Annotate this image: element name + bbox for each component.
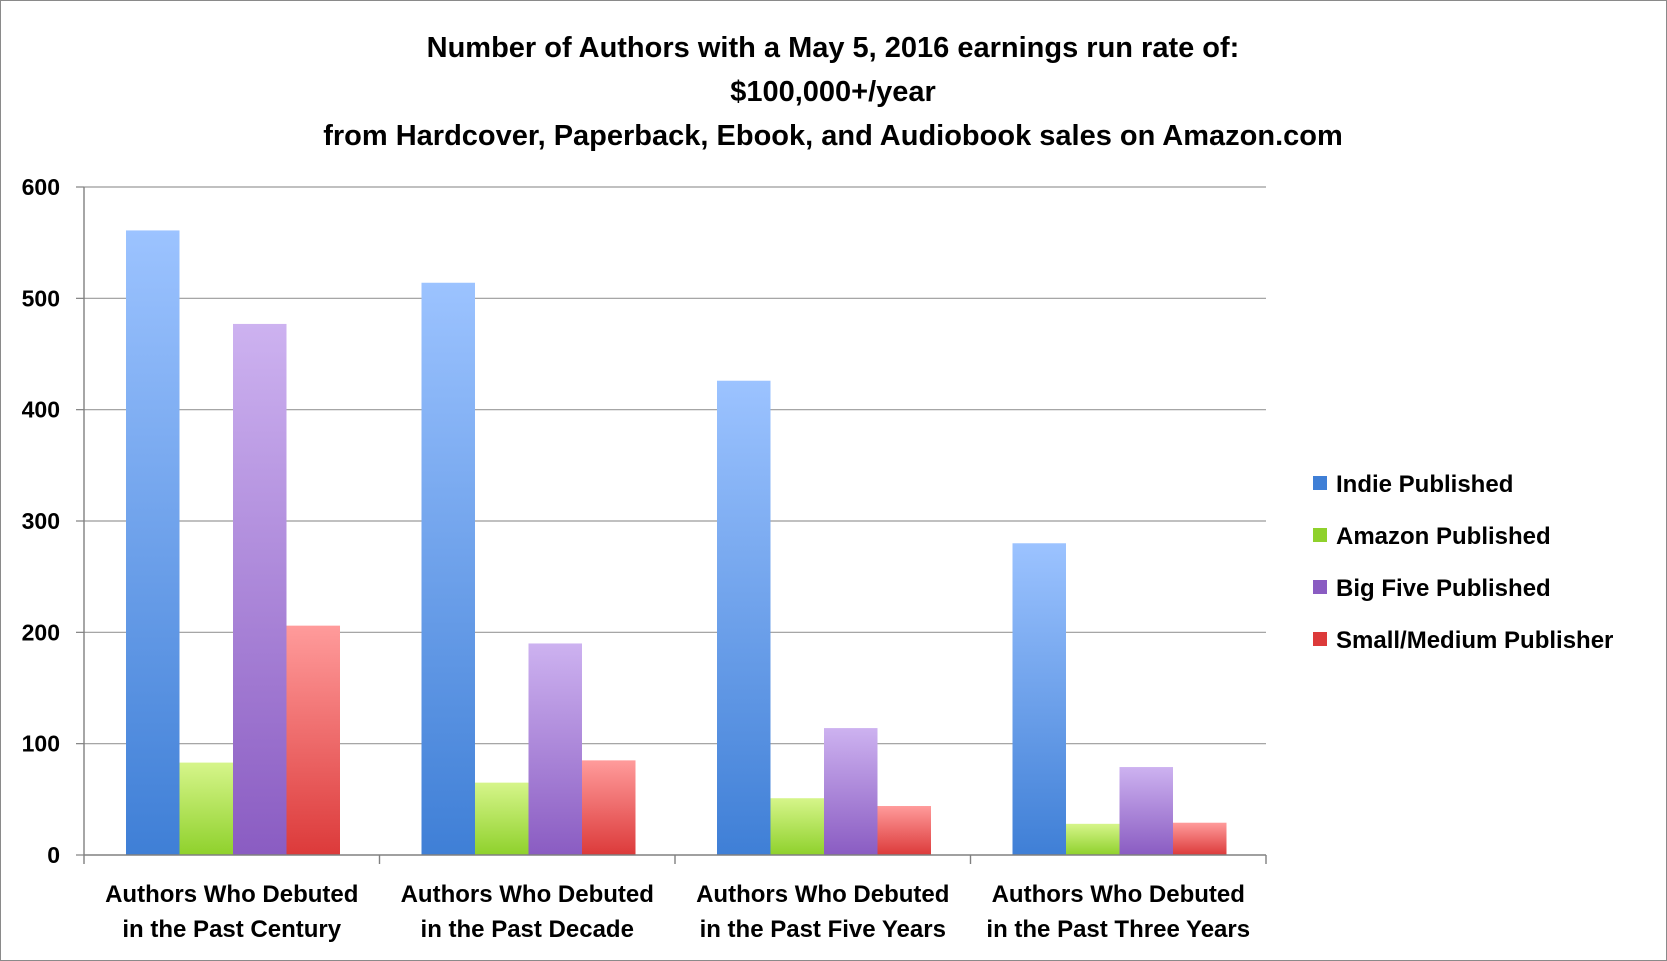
bars [126, 230, 1227, 856]
legend-label: Indie Published [1336, 471, 1513, 498]
bar-small-medium-publisher [582, 760, 636, 855]
bar-big-five-published [528, 643, 582, 855]
y-axis-ticks: 0 100 200 300 400 500 600 [22, 174, 84, 868]
bar-big-five-published [824, 728, 878, 855]
x-category-label: in the Past Five Years [700, 916, 946, 943]
axes [83, 187, 1267, 864]
legend-swatch [1313, 476, 1327, 490]
bar-big-five-published [233, 323, 287, 855]
y-tick-label: 0 [47, 842, 60, 868]
x-category-label: in the Past Decade [421, 916, 634, 943]
bar-indie-published [421, 282, 475, 855]
bar-indie-published [1012, 543, 1066, 855]
y-tick-label: 600 [22, 174, 60, 200]
chart-title: Number of Authors with a May 5, 2016 ear… [323, 32, 1343, 152]
title-line-1: Number of Authors with a May 5, 2016 ear… [427, 32, 1240, 64]
legend-swatch [1313, 632, 1327, 646]
bar-amazon-published [475, 782, 529, 855]
legend-label: Amazon Published [1336, 523, 1551, 550]
bar-amazon-published [770, 798, 824, 855]
x-category-label: Authors Who Debuted [696, 881, 949, 908]
legend: Indie Published Amazon Published Big Five … [1313, 471, 1613, 654]
bar-amazon-published [1066, 823, 1120, 855]
y-tick-label: 200 [22, 619, 60, 645]
bar-small-medium-publisher [877, 806, 931, 855]
y-tick-label: 100 [22, 731, 60, 757]
y-tick-label: 300 [22, 508, 60, 534]
bar-small-medium-publisher [286, 625, 340, 855]
legend-label: Big Five Published [1336, 575, 1551, 602]
legend-swatch [1313, 580, 1327, 594]
x-category-label: in the Past Century [122, 916, 341, 943]
x-category-label: Authors Who Debuted [401, 881, 654, 908]
title-line-2: $100,000+/year [730, 76, 936, 108]
bar-small-medium-publisher [1173, 822, 1227, 855]
title-line-3: from Hardcover, Paperback, Ebook, and Au… [323, 120, 1343, 152]
x-axis-categories: Authors Who Debuted in the Past Century Au… [105, 881, 1250, 943]
bar-indie-published [717, 380, 771, 855]
bar-big-five-published [1119, 767, 1173, 855]
bar-indie-published [126, 230, 180, 856]
bar-amazon-published [179, 762, 233, 855]
x-category-label: Authors Who Debuted [992, 881, 1245, 908]
y-tick-label: 500 [22, 285, 60, 311]
x-category-label: in the Past Three Years [986, 916, 1250, 943]
y-tick-label: 400 [22, 397, 60, 423]
legend-swatch [1313, 528, 1327, 542]
legend-label: Small/Medium Publisher [1336, 627, 1613, 654]
x-category-label: Authors Who Debuted [105, 881, 358, 908]
